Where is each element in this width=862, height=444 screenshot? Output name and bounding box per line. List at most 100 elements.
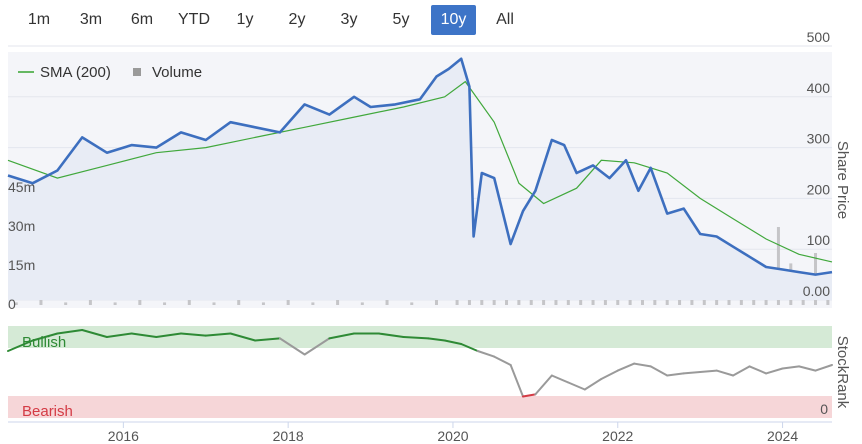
volume-bar xyxy=(237,299,241,305)
range-button-5y[interactable]: 5y xyxy=(392,11,410,28)
legend-volume-swatch xyxy=(133,68,141,76)
volume-bar xyxy=(311,302,315,305)
stockrank-segment xyxy=(377,332,405,338)
bullish-band-label: Bullish xyxy=(22,334,66,351)
x-tick-label: 2022 xyxy=(602,428,633,444)
stockrank-segment xyxy=(493,355,512,366)
stockrank-segment xyxy=(476,350,496,358)
volume-bar xyxy=(212,302,216,305)
volume-tick-label: 0 xyxy=(8,296,16,312)
stockrank-segment xyxy=(427,337,446,342)
price-tick-label: 100 xyxy=(807,232,831,248)
range-button-all[interactable]: All xyxy=(496,11,514,28)
volume-bar xyxy=(385,299,389,305)
stockrank-segment xyxy=(682,371,702,375)
stockrank-segment xyxy=(460,343,479,352)
x-tick-label: 2016 xyxy=(108,428,139,444)
volume-bar xyxy=(14,302,18,305)
range-button-10y[interactable]: 10y xyxy=(431,5,476,35)
volume-bar xyxy=(776,227,780,305)
stockrank-segment xyxy=(105,332,133,338)
volume-tick-label: 30m xyxy=(8,218,35,234)
legend: SMA (200) Volume xyxy=(18,64,202,81)
x-tick-label: 2024 xyxy=(767,428,798,444)
range-button-3y[interactable]: 3y xyxy=(340,11,358,28)
stockrank-segment xyxy=(715,369,735,377)
stockrank-segment xyxy=(699,369,718,373)
stockrank-segment xyxy=(534,374,553,396)
volume-tick-label: 45m xyxy=(8,179,35,195)
stockrank-segment xyxy=(278,337,306,356)
range-button-2y[interactable]: 2y xyxy=(288,11,306,28)
legend-sma-label[interactable]: SMA (200) xyxy=(40,64,111,81)
stockrank-segment xyxy=(522,393,537,398)
stockrank-segment xyxy=(443,339,463,345)
price-tick-label: 200 xyxy=(807,181,831,197)
stockrank-segment xyxy=(130,332,158,338)
x-tick-label: 2018 xyxy=(273,428,304,444)
stockrank-segment xyxy=(328,332,356,340)
stockrank-segment xyxy=(633,362,652,368)
volume-tick-label: 15m xyxy=(8,257,35,273)
stockrank-segment xyxy=(31,332,59,342)
stockrank-segment xyxy=(583,378,603,391)
stockrank-segment xyxy=(732,365,751,377)
stockrank-segment xyxy=(180,332,207,337)
volume-bar xyxy=(113,302,117,305)
stockrank-segment xyxy=(666,372,685,377)
price-line xyxy=(7,57,833,276)
stockrank-segment xyxy=(550,374,570,384)
range-button-1m[interactable]: 1m xyxy=(27,11,51,28)
volume-bar xyxy=(187,299,191,305)
range-button-1y[interactable]: 1y xyxy=(236,11,254,28)
stockrank-segment xyxy=(781,365,801,370)
sma-line xyxy=(7,80,833,263)
stockrank-segment xyxy=(509,364,524,398)
stockrank-segment xyxy=(155,332,183,338)
stockrank-segment xyxy=(229,332,257,342)
stockrank-segment xyxy=(748,365,768,375)
range-button-ytd[interactable]: YTD xyxy=(178,11,210,28)
volume-bar xyxy=(434,299,438,305)
stockrank-segment xyxy=(81,329,108,338)
stockrank-segment xyxy=(254,337,281,342)
price-tick-label: 0.00 xyxy=(803,283,830,299)
price-tick-label: 300 xyxy=(807,131,831,147)
bearish-band xyxy=(8,396,832,418)
stockrank-segment xyxy=(798,365,817,372)
legend-volume-label[interactable]: Volume xyxy=(152,64,202,81)
stockrank-segment xyxy=(600,369,619,380)
range-button-6m[interactable]: 6m xyxy=(130,11,154,28)
stockrank-segment xyxy=(303,337,331,356)
volume-bar xyxy=(336,299,340,305)
range-selector: 1m 3m 6m YTD 1y 2y 3y 5y 10y All xyxy=(0,5,540,37)
stockrank-segment xyxy=(765,367,784,375)
volume-bar xyxy=(39,299,43,305)
stockrank-segment xyxy=(616,362,636,372)
stockrank-segment xyxy=(649,365,669,377)
volume-axis-ticks: 45m 30m 15m 0 xyxy=(8,179,35,312)
range-button-3m[interactable]: 3m xyxy=(79,11,103,28)
stockrank-segment xyxy=(567,381,586,391)
stockrank-segment xyxy=(402,336,430,340)
stockrank-axis-tick-0: 0 xyxy=(820,401,828,417)
bearish-band-label: Bearish xyxy=(22,403,73,420)
stockrank-segment xyxy=(204,332,232,337)
volume-bar xyxy=(64,302,68,305)
stockrank-line xyxy=(7,329,833,398)
stockrank-segment xyxy=(56,329,84,335)
volume-bar xyxy=(360,302,364,305)
x-tick-label: 2020 xyxy=(437,428,468,444)
volume-bar xyxy=(138,299,142,305)
stockrank-segment xyxy=(7,339,34,352)
price-tick-label: 500 xyxy=(807,29,831,45)
price-axis-label: Share Price xyxy=(834,141,851,219)
x-axis-ticks: 2016 2018 2020 2022 2024 xyxy=(108,422,798,444)
stockrank-axis-label: StockRank xyxy=(834,336,851,409)
volume-bar xyxy=(163,302,167,305)
volume-bar xyxy=(286,299,290,305)
volume-bar xyxy=(261,302,265,305)
stockrank-segment xyxy=(814,364,833,372)
volume-bar xyxy=(410,302,414,305)
